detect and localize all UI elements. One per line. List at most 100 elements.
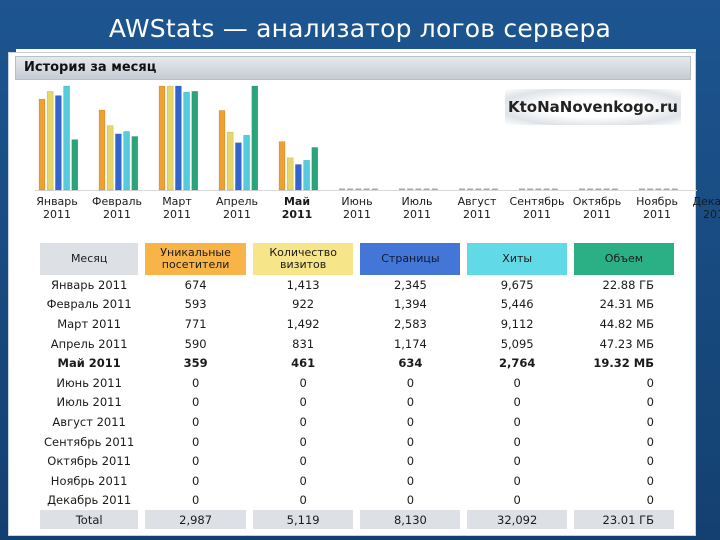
row-hits: 9,112 — [500, 316, 534, 331]
row-pages: 0 — [406, 454, 415, 469]
chart-bar — [175, 85, 182, 191]
table-header-row: Месяц Уникальные посетители Количество в… — [40, 243, 674, 275]
col-header-month: Месяц — [40, 243, 139, 275]
chart-month-label: Февраль 2011 — [86, 195, 148, 221]
chart-month-name: Январь — [36, 195, 78, 208]
chart-bar — [347, 188, 354, 190]
chart-bar — [183, 91, 190, 191]
chart-bar — [407, 188, 414, 190]
row-visits: 0 — [299, 375, 307, 390]
row-volume: 0 — [646, 493, 654, 508]
row-hits: 0 — [513, 414, 521, 429]
chart-bar — [579, 188, 585, 190]
chart-month-name: Ноябрь — [636, 195, 678, 208]
row-hits: 5,446 — [500, 297, 534, 312]
row-pages: 1,394 — [393, 297, 427, 312]
chart-month-year: 2011 — [163, 208, 191, 221]
chart-bar — [519, 188, 525, 190]
chart-bar — [415, 188, 422, 190]
row-month: Декабрь 2011 — [47, 493, 132, 508]
table-row: Февраль 2011 593 922 1,394 5,446 24.31 МБ — [40, 295, 674, 315]
chart-bar — [106, 125, 114, 191]
chart-bar — [286, 157, 294, 191]
chart-bar — [311, 147, 319, 191]
chart-bar — [423, 188, 430, 190]
row-month: Январь 2011 — [50, 277, 128, 292]
chart-bar — [543, 188, 550, 190]
row-month: Октябрь 2011 — [47, 454, 131, 469]
total-volume: 23.01 ГБ — [573, 510, 674, 530]
col-header-visits: Количество визитов — [252, 243, 354, 275]
chart-bar — [475, 188, 482, 190]
col-header-hits: Хиты — [467, 243, 567, 275]
chart-bar — [647, 188, 654, 190]
table-row: Сентябрь 2011 0 0 0 0 0 — [40, 432, 674, 452]
chart-month-year: 2011 — [43, 208, 71, 221]
chart-month-year: 2011 — [643, 208, 671, 221]
row-volume: 0 — [646, 395, 654, 410]
chart-bar — [527, 188, 534, 190]
chart-month-label: Апрель 2011 — [206, 195, 268, 221]
chart-month-label: Март 2011 — [146, 195, 208, 221]
row-hits: 9,675 — [500, 277, 534, 292]
chart-month-name: Июнь — [341, 195, 373, 208]
chart-bar — [166, 85, 174, 191]
chart-bar — [115, 133, 122, 191]
col-header-unique-visitors: Уникальные посетители — [145, 243, 246, 275]
chart-bar — [191, 91, 199, 191]
chart-month-year: 2011 — [463, 208, 491, 221]
chart-bar — [339, 188, 345, 190]
row-unique-visitors: 0 — [191, 434, 200, 449]
chart-bar — [295, 164, 302, 191]
row-unique-visitors: 0 — [191, 375, 200, 390]
row-visits: 0 — [299, 493, 307, 508]
title-divider — [16, 49, 696, 52]
chart-month-year: 2011 — [583, 208, 611, 221]
row-month: Ноябрь 2011 — [50, 473, 128, 488]
total-unique-visitors: 2,987 — [145, 510, 246, 530]
row-month: Февраль 2011 — [46, 297, 132, 312]
chart-month-label: Август 2011 — [446, 195, 508, 221]
chart-bar — [71, 139, 79, 191]
row-pages: 0 — [406, 395, 415, 410]
row-volume: 47.23 МБ — [599, 336, 654, 351]
row-pages: 0 — [406, 414, 415, 429]
row-hits: 2,764 — [498, 356, 536, 371]
row-hits: 0 — [513, 493, 521, 508]
chart-month-label: Октябрь 2011 — [566, 195, 628, 221]
row-month: Август 2011 — [52, 414, 126, 429]
chart-month-year: 2011 — [223, 208, 251, 221]
row-pages: 0 — [406, 493, 415, 508]
chart-bar — [399, 188, 405, 190]
table-total-row: Total 2,987 5,119 8,130 32,092 23.01 ГБ — [40, 510, 674, 530]
chart-month-year: 2011 — [403, 208, 431, 221]
chart-bar — [123, 131, 130, 191]
chart-bar — [491, 188, 498, 190]
chart-bar — [551, 188, 558, 190]
chart-month-label: Ноябрь 2011 — [626, 195, 688, 221]
row-hits: 0 — [513, 434, 521, 449]
row-unique-visitors: 0 — [191, 414, 200, 429]
row-month: Апрель 2011 — [50, 336, 128, 351]
row-hits: 0 — [513, 454, 521, 469]
row-unique-visitors: 0 — [191, 473, 200, 488]
total-visits: 5,119 — [252, 510, 354, 530]
row-pages: 2,345 — [393, 277, 427, 292]
chart-month-name: Август — [457, 195, 497, 208]
chart-bar — [46, 91, 54, 191]
row-visits: 831 — [292, 336, 315, 351]
row-visits: 0 — [299, 473, 307, 488]
table-row: Октябрь 2011 0 0 0 0 0 — [40, 451, 674, 471]
chart-bar — [535, 188, 542, 190]
chart-month-name: Декабрь — [692, 195, 720, 208]
row-visits: 0 — [299, 434, 307, 449]
chart-bar — [363, 188, 370, 190]
row-pages: 0 — [406, 434, 415, 449]
row-volume: 44.82 МБ — [599, 316, 654, 331]
row-volume: 19.32 МБ — [593, 356, 654, 371]
row-month: Июнь 2011 — [56, 375, 122, 390]
chart-month-year: 2011 — [523, 208, 551, 221]
chart-bar — [63, 85, 70, 191]
row-unique-visitors: 0 — [191, 454, 200, 469]
chart-month-year: 2011 — [343, 208, 371, 221]
